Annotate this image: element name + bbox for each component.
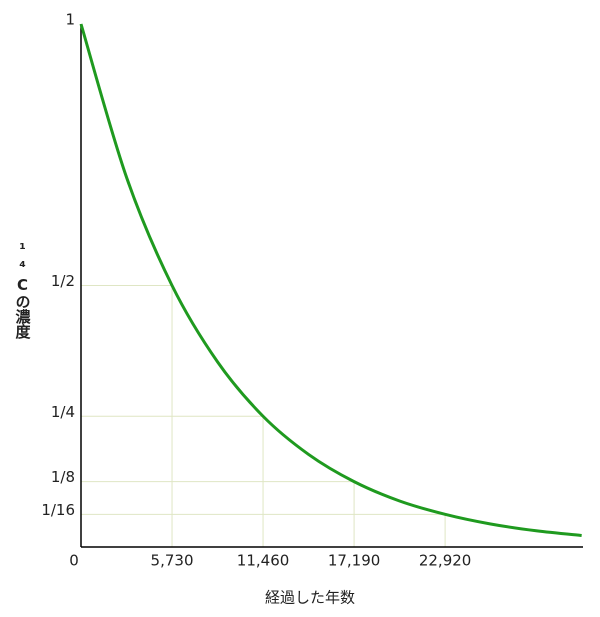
y-tick-label: 1/16: [41, 501, 75, 519]
x-axis-label: 経過した年数: [265, 589, 355, 607]
x-tick-label: 0: [69, 552, 79, 570]
y-tick-label: 1: [65, 11, 75, 29]
y-tick-label: 1/8: [51, 468, 75, 486]
y-axis-label: ¹⁴Cの濃度: [14, 240, 32, 340]
x-tick-label: 5,730: [151, 552, 194, 570]
x-tick-label: 11,460: [237, 552, 290, 570]
decay-curve: [79, 23, 582, 537]
y-tick-label: 1/2: [51, 272, 75, 290]
x-tick-label: 17,190: [328, 552, 381, 570]
x-tick-label: 22,920: [419, 552, 472, 570]
y-tick-label: 1/4: [51, 403, 75, 421]
